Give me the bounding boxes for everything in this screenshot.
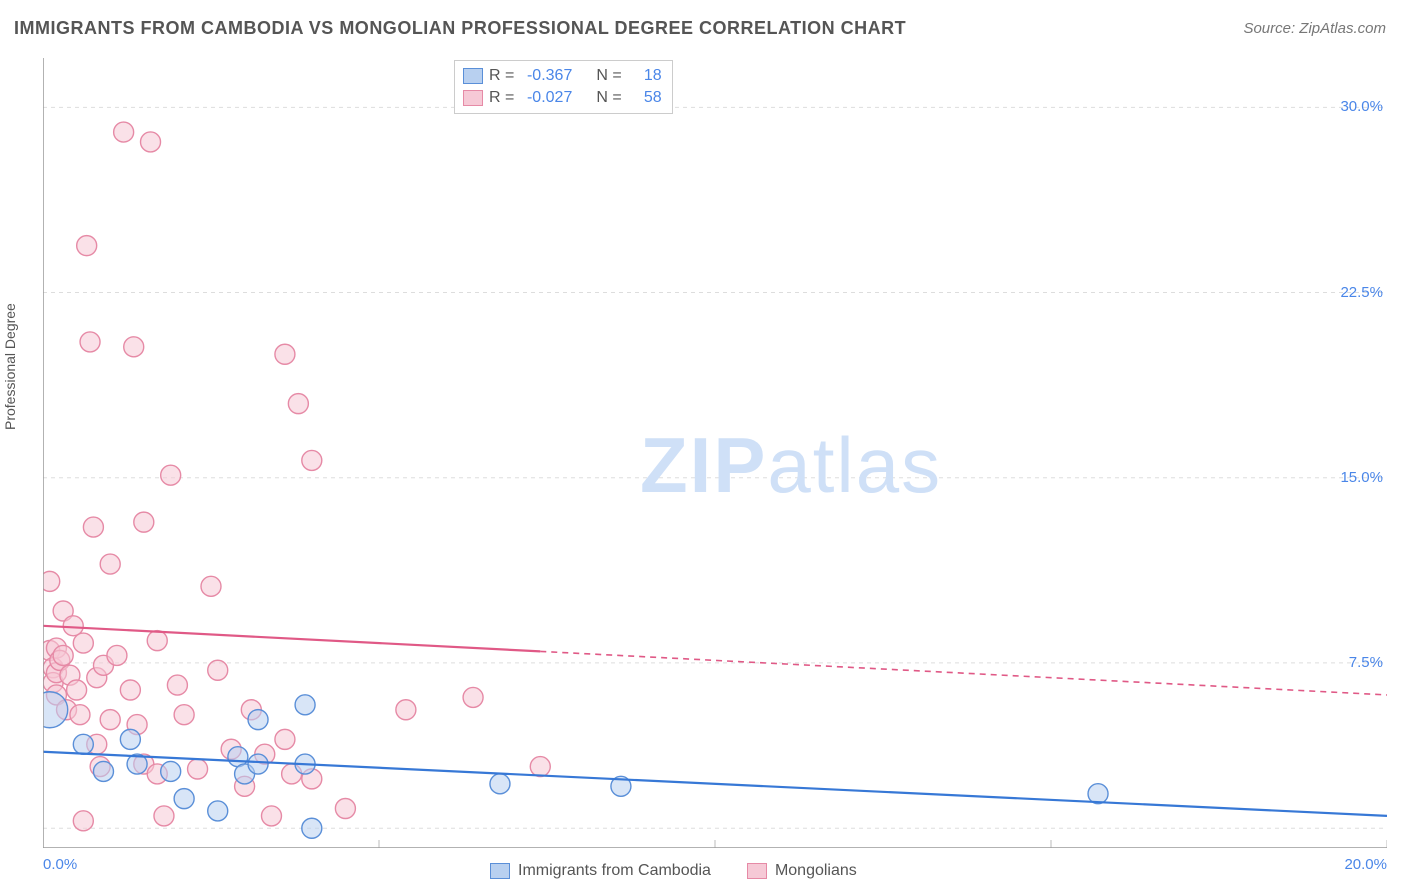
scatter-point (83, 517, 103, 537)
scatter-point (147, 631, 167, 651)
scatter-point (248, 754, 268, 774)
scatter-point (134, 512, 154, 532)
axis-tick-label: 20.0% (1344, 856, 1387, 873)
scatter-point (43, 571, 60, 591)
scatter-point (63, 616, 83, 636)
scatter-point (167, 675, 187, 695)
scatter-point (120, 729, 140, 749)
scatter-point (490, 774, 510, 794)
scatter-point (141, 132, 161, 152)
legend-swatch (747, 863, 767, 879)
legend-n-value: 58 (628, 87, 662, 109)
legend-stat: N = (596, 65, 621, 87)
scatter-point (396, 700, 416, 720)
legend-n-value: 18 (628, 65, 662, 87)
axis-tick-label: 0.0% (43, 856, 77, 873)
legend-swatch (463, 68, 483, 84)
chart-plot-area (43, 58, 1387, 848)
legend-series-name: Mongolians (775, 862, 857, 880)
legend-stat: N = (596, 87, 621, 109)
legend-r-value: -0.027 (520, 87, 572, 109)
legend-series-name: Immigrants from Cambodia (518, 862, 711, 880)
scatter-point (201, 576, 221, 596)
scatter-point (80, 332, 100, 352)
series-legend: Immigrants from Cambodia Mongolians (490, 862, 857, 880)
scatter-point (120, 680, 140, 700)
scatter-point (161, 465, 181, 485)
trend-line-extrapolated (540, 651, 1387, 695)
axis-tick-label: 7.5% (1349, 654, 1383, 671)
scatter-point (77, 236, 97, 256)
scatter-point (73, 734, 93, 754)
scatter-point (70, 705, 90, 725)
scatter-point (124, 337, 144, 357)
scatter-point (154, 806, 174, 826)
correlation-legend: R = -0.367 N = 18 R = -0.027 N = 58 (454, 60, 673, 114)
scatter-point (275, 344, 295, 364)
chart-title: IMMIGRANTS FROM CAMBODIA VS MONGOLIAN PR… (14, 18, 906, 39)
scatter-point (161, 761, 181, 781)
axis-tick-label: 15.0% (1340, 469, 1383, 486)
scatter-point (261, 806, 281, 826)
chart-svg (43, 58, 1387, 848)
y-axis-label: Professional Degree (2, 303, 18, 430)
scatter-point (530, 757, 550, 777)
scatter-point (463, 687, 483, 707)
scatter-point (93, 761, 113, 781)
scatter-point (53, 645, 73, 665)
scatter-point (73, 633, 93, 653)
source-label: Source: ZipAtlas.com (1243, 20, 1386, 37)
scatter-point (73, 811, 93, 831)
scatter-point (107, 645, 127, 665)
scatter-point (288, 394, 308, 414)
scatter-point (188, 759, 208, 779)
legend-item: Immigrants from Cambodia (490, 862, 711, 880)
scatter-point (100, 710, 120, 730)
scatter-point (100, 554, 120, 574)
legend-row: R = -0.367 N = 18 (463, 65, 662, 87)
scatter-point (114, 122, 134, 142)
legend-stat: R = (489, 65, 514, 87)
scatter-point (208, 801, 228, 821)
axis-tick-label: 22.5% (1340, 284, 1383, 301)
scatter-point (302, 450, 322, 470)
scatter-point (335, 799, 355, 819)
scatter-point (174, 789, 194, 809)
scatter-point (67, 680, 87, 700)
legend-swatch (490, 863, 510, 879)
legend-r-value: -0.367 (520, 65, 572, 87)
legend-swatch (463, 90, 483, 106)
legend-stat: R = (489, 87, 514, 109)
legend-item: Mongolians (747, 862, 857, 880)
scatter-point (208, 660, 228, 680)
axis-tick-label: 30.0% (1340, 98, 1383, 115)
scatter-point (302, 818, 322, 838)
scatter-point (275, 729, 295, 749)
scatter-point (295, 695, 315, 715)
scatter-point (174, 705, 194, 725)
scatter-point (248, 710, 268, 730)
legend-row: R = -0.027 N = 58 (463, 87, 662, 109)
